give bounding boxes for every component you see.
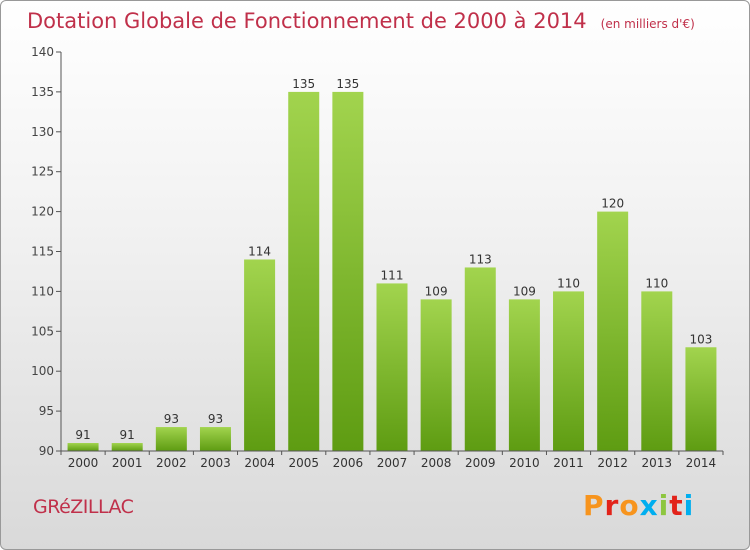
y-tick-label: 100 xyxy=(31,364,54,378)
logo-letter: i xyxy=(683,489,695,522)
bar xyxy=(508,299,540,451)
unit-label: (en milliers d'€) xyxy=(600,17,695,31)
x-tick-label: 2006 xyxy=(333,456,364,470)
x-tick-label: 2011 xyxy=(553,456,584,470)
logo-letter: x xyxy=(639,489,659,522)
bar-value-label: 93 xyxy=(208,412,223,426)
y-tick-label: 105 xyxy=(31,324,54,338)
x-tick-label: 2008 xyxy=(421,456,452,470)
logo-letter: o xyxy=(619,489,640,522)
x-tick-label: 2004 xyxy=(244,456,275,470)
y-tick-label: 95 xyxy=(39,404,54,418)
bar xyxy=(464,267,496,451)
bar-value-label: 103 xyxy=(689,332,712,346)
y-tick-label: 115 xyxy=(31,245,54,259)
x-tick-label: 2001 xyxy=(112,456,143,470)
x-tick-label: 2007 xyxy=(377,456,408,470)
bar xyxy=(332,91,364,452)
commune-name: GRéZILLAC xyxy=(33,496,134,518)
bar-value-label: 91 xyxy=(75,428,90,442)
y-tick-label: 120 xyxy=(31,205,54,219)
bar-value-label: 93 xyxy=(164,412,179,426)
logo-letter: i xyxy=(658,489,670,522)
y-tick-label: 140 xyxy=(31,45,54,59)
bar-value-label: 113 xyxy=(469,252,492,266)
proxiti-logo[interactable]: Proxiti xyxy=(583,489,694,522)
bar xyxy=(155,427,187,451)
x-tick-label: 2012 xyxy=(597,456,628,470)
bar xyxy=(420,299,452,451)
y-tick-label: 135 xyxy=(31,85,54,99)
x-tick-label: 2009 xyxy=(465,456,496,470)
bar xyxy=(111,443,143,451)
bar-value-label: 109 xyxy=(513,284,536,298)
bars-group: 91 91 93 93 114 135 135 111 109 113 109 110 120 110 10… xyxy=(67,77,717,452)
bar-value-label: 111 xyxy=(381,268,404,282)
bar-value-label: 110 xyxy=(645,276,668,290)
logo-letter: t xyxy=(669,489,684,522)
bar xyxy=(553,291,585,451)
x-tick-label: 2010 xyxy=(509,456,540,470)
y-tick-label: 125 xyxy=(31,165,54,179)
x-tick-label: 2003 xyxy=(200,456,231,470)
bar xyxy=(199,427,231,451)
bar xyxy=(67,443,99,451)
logo-letter: r xyxy=(604,489,620,522)
bar-value-label: 135 xyxy=(292,77,315,91)
bar xyxy=(244,259,276,451)
axes-group: 90 95 100 105 110 115 120 125 130 135 140 2000 2001 2… xyxy=(31,45,724,470)
y-tick-label: 110 xyxy=(31,284,54,298)
bar xyxy=(376,283,408,451)
x-tick-label: 2013 xyxy=(642,456,673,470)
x-tick-label: 2002 xyxy=(156,456,187,470)
y-tick-label: 130 xyxy=(31,125,54,139)
x-tick-label: 2000 xyxy=(68,456,99,470)
logo-letter: P xyxy=(583,489,605,522)
x-tick-label: 2005 xyxy=(288,456,319,470)
x-tick-label: 2014 xyxy=(686,456,717,470)
bar xyxy=(641,291,673,451)
bar xyxy=(685,347,717,451)
bar xyxy=(288,91,320,452)
y-tick-label: 90 xyxy=(39,444,54,458)
bar-value-label: 110 xyxy=(557,276,580,290)
bar-value-label: 120 xyxy=(601,197,624,211)
bar-value-label: 91 xyxy=(120,428,135,442)
bar-value-label: 135 xyxy=(336,77,359,91)
bar xyxy=(597,211,629,451)
title-text: Dotation Globale de Fonctionnement de 20… xyxy=(27,9,587,33)
chart-title: Dotation Globale de Fonctionnement de 20… xyxy=(27,9,695,33)
bar-value-label: 109 xyxy=(425,284,448,298)
bar-value-label: 114 xyxy=(248,244,271,258)
